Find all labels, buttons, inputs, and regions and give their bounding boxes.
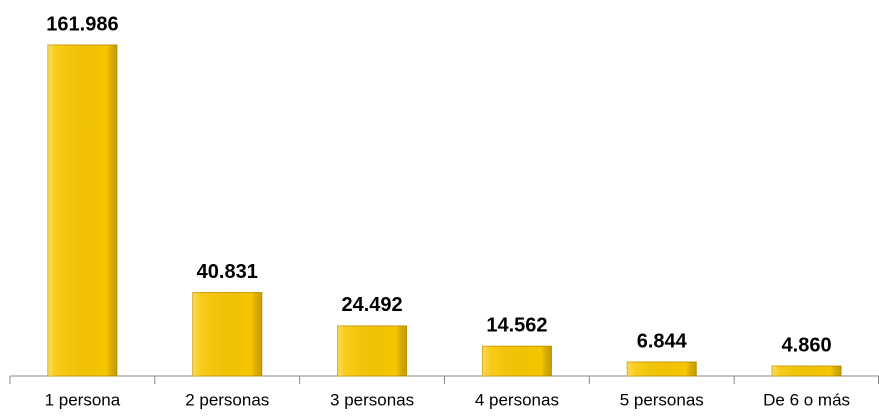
bar [481,345,552,377]
value-label: 4.860 [782,334,832,356]
bar [337,325,408,377]
x-tick-label: 2 personas [185,390,269,409]
bar [771,365,842,377]
x-tick-label: 5 personas [620,390,704,409]
x-tick-label: 4 personas [475,390,559,409]
value-label: 161.986 [46,13,118,35]
x-tick-label: 1 persona [45,390,121,409]
value-label: 6.844 [637,330,688,352]
bar [192,292,263,377]
value-label: 14.562 [486,315,547,337]
x-tick-label: De 6 o más [763,390,850,409]
x-tick-label: 3 personas [330,390,414,409]
bar [626,361,697,377]
value-label: 24.492 [341,294,402,316]
bar [47,44,118,377]
value-label: 40.831 [197,261,258,283]
